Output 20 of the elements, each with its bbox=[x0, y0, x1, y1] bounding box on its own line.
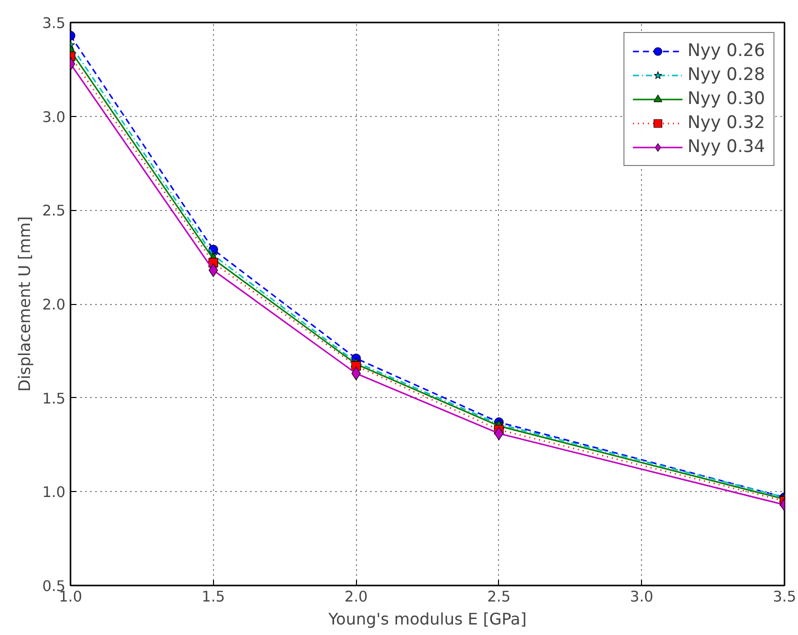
y-tick-label: 2.0 bbox=[42, 296, 66, 314]
y-tick-label: 2.5 bbox=[42, 202, 66, 220]
x-tick-label: 2.0 bbox=[344, 588, 368, 606]
legend-label: Nyy 0.28 bbox=[687, 65, 765, 85]
point bbox=[351, 366, 361, 380]
x-tick-label: 1.5 bbox=[202, 588, 225, 606]
legend-label: Nyy 0.30 bbox=[687, 89, 765, 109]
x-tick-label: 3.0 bbox=[630, 588, 654, 606]
x-axis-title: Young's modulus E [GPa] bbox=[327, 610, 527, 628]
y-axis-title: Displacement U [mm] bbox=[15, 216, 34, 392]
y-tick-label: 3.5 bbox=[42, 15, 66, 32]
x-tick-label: 3.5 bbox=[772, 588, 796, 606]
point bbox=[494, 426, 504, 440]
legend-label: Nyy 0.32 bbox=[687, 113, 765, 133]
y-tick-label: 1.0 bbox=[42, 484, 66, 502]
y-tick-label: 1.5 bbox=[42, 390, 66, 408]
legend-label: Nyy 0.26 bbox=[687, 41, 765, 61]
x-tick-label: 2.5 bbox=[487, 588, 511, 606]
y-tick-label: 3.0 bbox=[42, 108, 66, 126]
legend-label: Nyy 0.34 bbox=[687, 137, 765, 157]
